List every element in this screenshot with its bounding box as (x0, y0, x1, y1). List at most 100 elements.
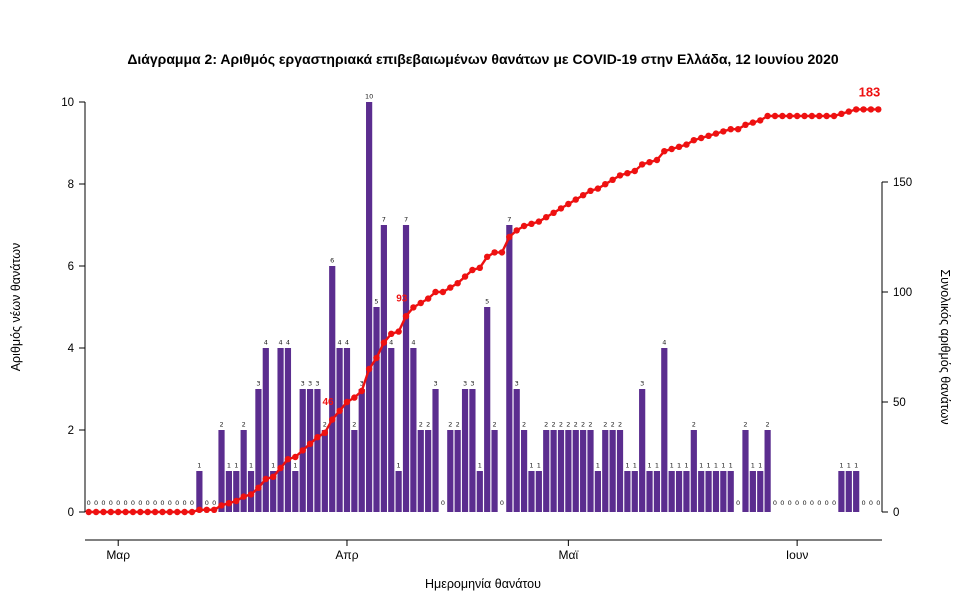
bar-value-label: 0 (168, 499, 172, 507)
bar-value-label: 1 (677, 462, 681, 470)
cumulative-point (188, 508, 196, 516)
cumulative-point (587, 187, 594, 194)
cumulative-point (852, 106, 860, 113)
cumulative-point (860, 106, 867, 113)
daily-deaths-bar (749, 471, 756, 512)
daily-deaths-bar (410, 348, 417, 512)
right-axis-tick-label: 50 (893, 397, 906, 409)
bar-value-label: 0 (500, 499, 504, 507)
cumulative-point (240, 493, 247, 500)
cumulative-point (771, 112, 779, 120)
cumulative-point (712, 130, 720, 137)
bar-value-label: 2 (692, 421, 696, 429)
daily-deaths-bar (853, 471, 860, 512)
cumulative-point (579, 192, 587, 199)
daily-deaths-bar (845, 471, 852, 512)
daily-deaths-bar (314, 389, 321, 512)
cumulative-point (764, 112, 771, 120)
bar-value-label: 1 (625, 462, 629, 470)
bar-value-label: 1 (397, 462, 401, 470)
daily-deaths-bar (550, 430, 557, 512)
right-axis-tick-label: 100 (893, 287, 912, 299)
bar-value-label: 1 (478, 462, 482, 470)
cumulative-point (779, 112, 786, 120)
daily-deaths-bar (572, 430, 579, 512)
bar-value-label: 7 (382, 216, 386, 224)
daily-deaths-bar (594, 471, 601, 512)
cumulative-point (358, 387, 365, 395)
cumulative-point (801, 112, 808, 120)
cumulative-point (151, 508, 159, 516)
daily-deaths-bar (535, 471, 542, 512)
left-axis-tick-label: 10 (61, 97, 74, 109)
daily-deaths-bar (712, 471, 720, 512)
bar-value-label: 0 (116, 499, 120, 507)
bar-value-label: 0 (780, 499, 784, 507)
cumulative-point (557, 205, 565, 212)
daily-deaths-bar (742, 430, 749, 512)
daily-deaths-bar (373, 307, 380, 512)
cumulative-point (705, 132, 712, 139)
bar-value-label: 2 (352, 421, 356, 429)
bar-value-label: 1 (699, 462, 703, 470)
cumulative-point (498, 249, 506, 256)
bar-value-label: 1 (839, 462, 843, 470)
bar-value-label: 2 (448, 421, 452, 429)
cumulative-point (100, 508, 107, 516)
bar-value-label: 4 (662, 339, 666, 347)
cumulative-point (107, 508, 115, 516)
annotation-93: 93 (396, 293, 408, 304)
daily-deaths-bar (639, 389, 646, 512)
daily-deaths-bar (698, 471, 705, 512)
cumulative-point (742, 121, 749, 128)
bar-value-label: 2 (522, 421, 526, 429)
daily-deaths-bar (351, 430, 358, 512)
daily-deaths-bar (262, 348, 269, 512)
bar-value-label: 2 (566, 421, 570, 429)
cumulative-point (734, 126, 742, 133)
daily-deaths-bar (609, 430, 616, 512)
cumulative-point (565, 200, 572, 208)
bar-value-label: 2 (618, 421, 622, 429)
daily-deaths-bar (461, 389, 469, 512)
cumulative-point (343, 398, 351, 406)
daily-deaths-bar (284, 348, 292, 512)
daily-deaths-bar (557, 430, 565, 512)
daily-deaths-bar (425, 430, 432, 512)
bar-value-label: 1 (647, 462, 651, 470)
bar-value-label: 1 (751, 462, 755, 470)
cumulative-point (830, 112, 838, 120)
cumulative-point (92, 508, 100, 516)
bar-value-label: 3 (515, 380, 519, 388)
daily-deaths-bar (321, 430, 328, 512)
bar-value-label: 2 (242, 421, 246, 429)
cumulative-point (196, 506, 203, 513)
cumulative-point (867, 106, 875, 113)
bar-value-label: 1 (707, 462, 711, 470)
daily-deaths-bar (469, 389, 476, 512)
y-axis-label-left: Αριθμός νέων θανάτων (9, 243, 23, 372)
bar-value-label: 10 (365, 93, 373, 101)
cumulative-point (661, 148, 668, 155)
cumulative-point (535, 218, 543, 225)
cumulative-point (129, 508, 137, 516)
bar-value-label: 0 (160, 499, 164, 507)
daily-deaths-bar (402, 225, 410, 512)
bar-value-label: 0 (94, 499, 98, 507)
daily-deaths-bar (580, 430, 587, 512)
bar-value-label: 3 (640, 380, 644, 388)
cumulative-point (793, 112, 801, 120)
cumulative-point (675, 143, 683, 150)
cumulative-point (646, 159, 653, 166)
bar-value-label: 4 (264, 339, 268, 347)
bar-value-label: 3 (301, 380, 305, 388)
y-axis-label-right: Συνολικός αριθμός θανάτων (938, 269, 952, 424)
cumulative-point (845, 108, 852, 115)
bar-value-label: 7 (507, 216, 511, 224)
cumulative-point (757, 117, 764, 124)
right-axis-tick-label: 0 (893, 507, 899, 519)
cumulative-point (284, 456, 292, 463)
daily-deaths-bar (653, 471, 661, 512)
bar-value-label: 4 (286, 339, 290, 347)
